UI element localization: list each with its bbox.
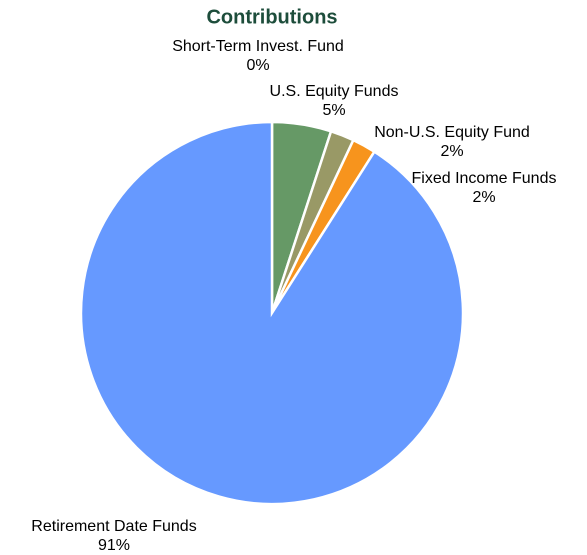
slice-value-label: 2% bbox=[472, 189, 495, 206]
slice-value-label: 5% bbox=[322, 102, 345, 119]
slice-value-label: 0% bbox=[246, 57, 269, 74]
slice-label: Retirement Date Funds bbox=[31, 518, 196, 535]
slice-value-label: 2% bbox=[440, 143, 463, 160]
slice-label: Non-U.S. Equity Fund bbox=[374, 124, 530, 141]
chart-title: Contributions bbox=[206, 6, 337, 28]
slice-label: Short-Term Invest. Fund bbox=[172, 38, 344, 55]
slice-value-label: 91% bbox=[98, 537, 130, 554]
slice-label: Fixed Income Funds bbox=[412, 170, 557, 187]
slice-label: U.S. Equity Funds bbox=[270, 83, 399, 100]
pie-slice bbox=[79, 120, 465, 506]
